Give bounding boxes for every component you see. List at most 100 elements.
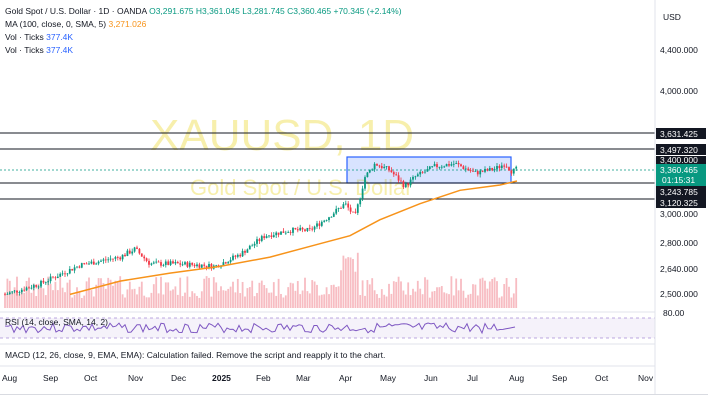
candle-body [200,264,203,268]
candle-body [246,249,249,253]
candle-body [474,171,477,172]
candle-body [253,243,256,246]
candle-body [364,177,366,189]
candle-body [342,204,345,209]
candle-body [376,163,378,166]
candle-body [508,167,510,171]
candle-body [61,273,64,275]
volume-bar [47,276,50,308]
candle-body [373,163,376,170]
legend-symbol-row[interactable]: Gold Spot / U.S. Dollar · 1D · OANDA O3,… [5,6,402,16]
volume-bar [287,287,290,308]
legend-vol2-label: Vol · Ticks [5,45,44,55]
rsi-legend[interactable]: RSI (14, close, SMA, 14, 2) [5,317,108,327]
volume-bar [71,297,74,308]
legend-vol1-row[interactable]: Vol · Ticks 377.4K [5,32,73,42]
candle-body [260,236,263,241]
volume-bar [431,291,434,308]
candle-body [191,262,194,265]
candle-body [311,228,314,230]
currency-label[interactable]: USD [663,12,681,22]
volume-bar [407,282,410,308]
candle-body [402,181,405,188]
volume-bar [244,296,246,308]
candle-body [414,176,417,178]
volume-bar [280,293,282,308]
candle-body [472,171,474,172]
volume-bar [412,288,414,308]
macd-legend[interactable]: MACD (12, 26, close, 9, EMA, EMA): Calcu… [5,350,386,360]
candle-body [186,262,189,267]
candle-body [419,171,422,175]
candle-body [421,171,424,173]
candle-body [88,263,90,265]
candle-body [395,174,398,176]
volume-bar [299,294,302,308]
candle-body [239,254,242,257]
candle-body [32,285,35,288]
time-tick-oct-2025: Oct [595,373,609,383]
price-tick-2800: 2,800.000 [660,238,698,248]
volume-bar [402,290,405,308]
volume-bar [18,293,21,308]
volume-bar [54,281,57,308]
candle-body [407,183,410,186]
candle-body [428,166,431,170]
volume-bar [496,281,498,308]
volume-bar [88,277,90,308]
price-tick-4400: 4,400.000 [660,45,698,55]
candle-body [184,262,186,265]
candle-body [80,263,83,268]
candle-body [162,264,165,266]
candle-body [78,266,81,268]
level-badge-5-text: 3,120.325 [660,198,698,208]
candle-body [440,166,443,168]
volume-bar [275,295,278,308]
volume-bar [80,297,83,308]
candle-body [85,263,88,265]
volume-bar [241,281,244,308]
candle-body [265,236,268,239]
candle-body [452,163,455,165]
volume-bar [349,257,352,308]
volume-bar [486,288,489,308]
legend-high: H3,361.045 [195,6,240,16]
level-badge-1 [656,128,706,139]
candle-body [388,166,390,171]
candle-body [340,208,342,209]
candle-body [287,232,290,233]
candle-body [356,204,359,213]
volume-bar [380,289,383,308]
candle-body [83,263,86,264]
volume-bar [169,290,172,308]
volume-bar [328,294,330,308]
volume-bar [143,295,146,308]
volume-bar [376,294,378,308]
volume-bar [438,287,441,308]
legend-vol2-row[interactable]: Vol · Ticks 377.4K [5,45,73,55]
level-badge-2-text: 3,497.320 [660,145,698,155]
candle-body [104,259,107,261]
candle-body [462,166,465,170]
candle-body [299,227,302,231]
candle-body [323,220,326,222]
legend-ma-row[interactable]: MA (100, close, 0, SMA, 5) 3,271.026 [5,19,146,29]
candle-body [289,232,292,233]
volume-bar [136,294,138,308]
candle-body [49,276,52,282]
candle-body [438,166,441,168]
candle-body [296,229,299,231]
volume-bar [32,283,35,308]
volume-bar [325,287,328,308]
volume-bar [383,294,386,308]
volume-bar [392,281,395,308]
volume-bar [112,285,114,308]
volume-bar [179,277,182,308]
volume-bar [433,291,436,308]
volume-bar [155,277,158,308]
volume-bar [44,295,47,308]
candle-body [332,213,335,217]
bottom-toolbar [0,394,708,416]
candle-body [292,227,294,233]
